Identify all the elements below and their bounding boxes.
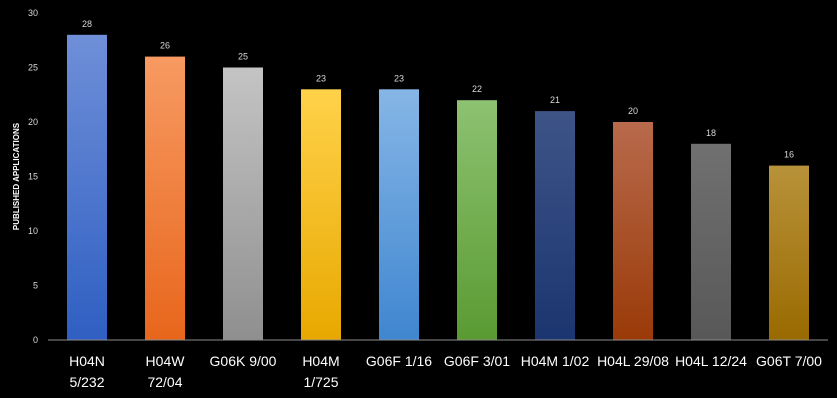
- data-label: 26: [160, 41, 170, 51]
- bar: [691, 143, 731, 340]
- y-tick-label: 20: [28, 117, 38, 127]
- x-tick-label: H04L 12/24: [675, 353, 747, 369]
- bar: [145, 56, 185, 340]
- bar: [769, 165, 809, 340]
- data-label: 16: [784, 150, 794, 160]
- x-tick-label: G06K 9/00: [210, 353, 277, 369]
- data-label: 25: [238, 52, 248, 62]
- data-label: 21: [550, 95, 560, 105]
- y-tick-label: 15: [28, 172, 38, 182]
- bar: [613, 122, 653, 340]
- x-axis-labels: H04N 5/232 H04W 72/04 G06K 9/00 H04M 1/725 G06F…: [69, 353, 822, 390]
- data-labels-group: 28 26 25 23 23 22 21 20 18 16: [82, 19, 794, 160]
- data-label: 22: [472, 84, 482, 94]
- data-label: 18: [706, 128, 716, 138]
- x-tick-label: H04N 5/232: [69, 353, 105, 390]
- y-tick-label: 10: [28, 226, 38, 236]
- y-axis-title: PUBLISHED APPLICATIONS: [12, 122, 21, 230]
- y-tick-label: 25: [28, 63, 38, 73]
- data-label: 28: [82, 19, 92, 29]
- y-axis: 0 5 10 15 20 25 30: [28, 8, 38, 345]
- y-tick-label: 5: [33, 281, 38, 291]
- x-tick-label: H04W 72/04: [146, 353, 186, 390]
- data-label: 23: [316, 73, 326, 83]
- bar: [457, 100, 497, 340]
- y-tick-label: 0: [33, 335, 38, 345]
- bars-group: [67, 34, 809, 341]
- x-tick-label: H04M 1/02: [521, 353, 590, 369]
- data-label: 20: [628, 106, 638, 116]
- bar: [67, 34, 107, 341]
- x-tick-label: G06T 7/00: [756, 353, 822, 369]
- bar: [535, 111, 575, 340]
- x-tick-label: G06F 3/01: [444, 353, 510, 369]
- x-tick-label: H04M 1/725: [302, 353, 339, 390]
- bar: [379, 89, 419, 340]
- y-tick-label: 30: [28, 8, 38, 18]
- x-tick-label: H04L 29/08: [597, 353, 669, 369]
- data-label: 23: [394, 73, 404, 83]
- x-tick-label: G06F 1/16: [366, 353, 432, 369]
- bar: [301, 89, 341, 340]
- bar: [223, 67, 263, 340]
